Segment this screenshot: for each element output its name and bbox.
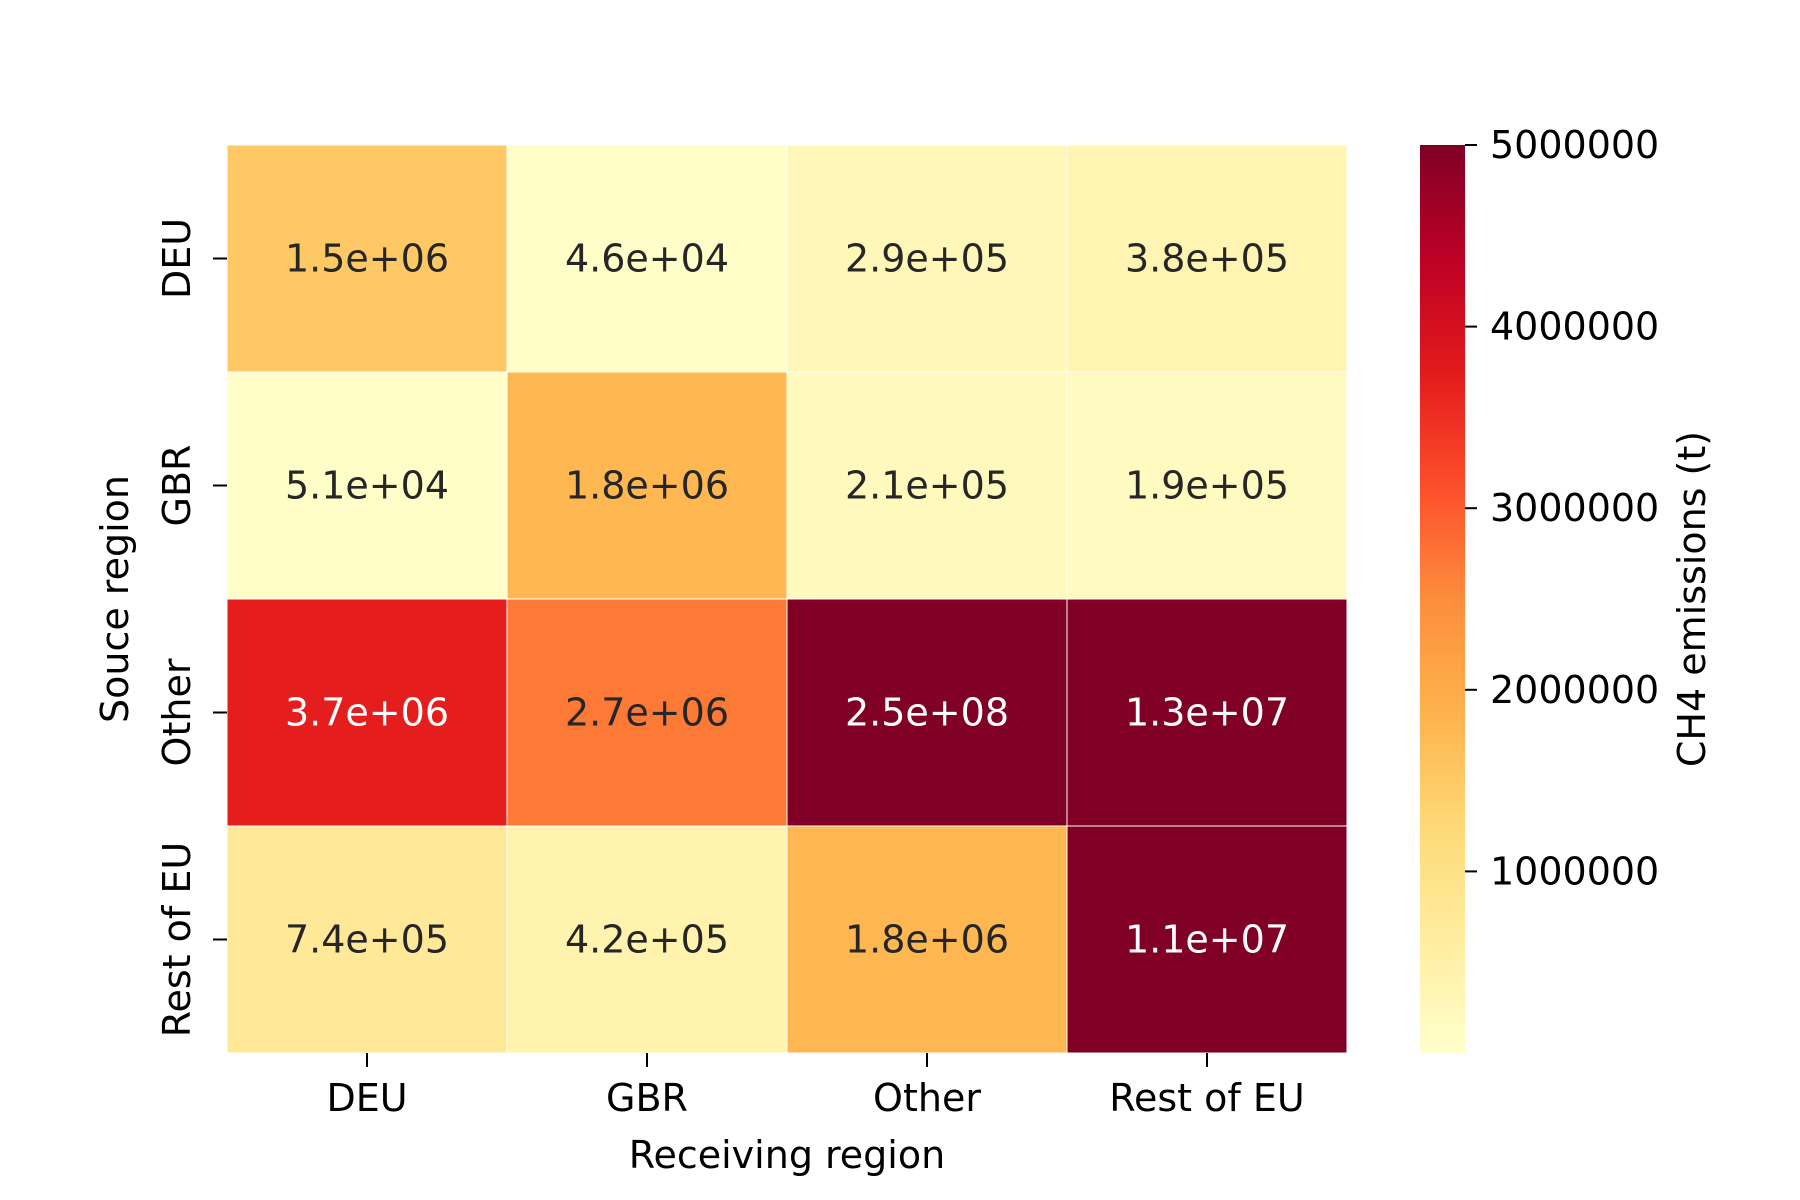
- colorbar-tick-label: 4000000: [1490, 305, 1659, 349]
- cell-value-label: 5.1e+04: [285, 464, 449, 508]
- cell-value-label: 3.8e+05: [1125, 237, 1289, 281]
- heatmap-cell: [226, 825, 508, 1054]
- heatmap-cell: [1066, 598, 1348, 827]
- cell-value-label: 7.4e+05: [285, 918, 449, 962]
- cell-value-label: 2.9e+05: [845, 237, 1009, 281]
- cell-value-label: 4.2e+05: [565, 918, 729, 962]
- heatmap-cells: 1.5e+06 4.6e+04 2.9e+05 3.8e+05 5.1e+04 1.8e+…: [226, 144, 1348, 1054]
- heatmap-cell: [506, 598, 788, 827]
- y-tick-label: Other: [155, 658, 199, 766]
- cell-value-label: 2.7e+06: [565, 691, 729, 735]
- cell-value-label: 1.1e+07: [1125, 918, 1289, 962]
- cell-value-label: 4.6e+04: [565, 237, 729, 281]
- colorbar-gradient: [1420, 145, 1465, 1053]
- heatmap-cell: [226, 371, 508, 600]
- cell-value-label: 2.5e+08: [845, 691, 1009, 735]
- x-tick-label: Other: [873, 1076, 981, 1120]
- cell-value-label: 1.8e+06: [845, 918, 1009, 962]
- x-tick-label: DEU: [326, 1076, 407, 1120]
- x-tick-label: GBR: [606, 1076, 688, 1120]
- x-tick-label: Rest of EU: [1109, 1076, 1304, 1120]
- heatmap-cell: [1066, 825, 1348, 1054]
- y-axis-ticks: DEU GBR Other Rest of EU: [155, 218, 227, 1037]
- x-axis-label: Receiving region: [629, 1133, 945, 1177]
- colorbar-ticks: 1000000 2000000 3000000 4000000 5000000: [1465, 123, 1659, 893]
- heatmap-cell: [226, 144, 508, 373]
- y-axis-label: Souce region: [93, 475, 137, 723]
- cell-value-label: 1.9e+05: [1125, 464, 1289, 508]
- colorbar-label: CH4 emissions (t): [1670, 431, 1714, 767]
- colorbar-tick-label: 2000000: [1490, 668, 1659, 712]
- y-tick-label: Rest of EU: [155, 842, 199, 1037]
- colorbar-tick-label: 5000000: [1490, 123, 1659, 167]
- y-tick-label: DEU: [155, 218, 199, 299]
- colorbar: 1000000 2000000 3000000 4000000 5000000 CH4 …: [1420, 123, 1714, 1053]
- heatmap-cell: [506, 144, 788, 373]
- y-tick-label: GBR: [155, 445, 199, 527]
- heatmap-cell: [786, 371, 1068, 600]
- heatmap-cell: [1066, 371, 1348, 600]
- cell-value-label: 3.7e+06: [285, 691, 449, 735]
- heatmap-cell: [506, 825, 788, 1054]
- heatmap-cell: [506, 371, 788, 600]
- cell-value-label: 1.5e+06: [285, 237, 449, 281]
- heatmap-cell: [786, 144, 1068, 373]
- heatmap-cell: [786, 825, 1068, 1054]
- colorbar-tick-label: 3000000: [1490, 486, 1659, 530]
- cell-value-label: 1.3e+07: [1125, 691, 1289, 735]
- cell-value-label: 1.8e+06: [565, 464, 729, 508]
- colorbar-tick-label: 1000000: [1490, 849, 1659, 893]
- cell-value-label: 2.1e+05: [845, 464, 1009, 508]
- x-axis-ticks: DEU GBR Other Rest of EU: [326, 1053, 1305, 1120]
- heatmap-cell: [1066, 144, 1348, 373]
